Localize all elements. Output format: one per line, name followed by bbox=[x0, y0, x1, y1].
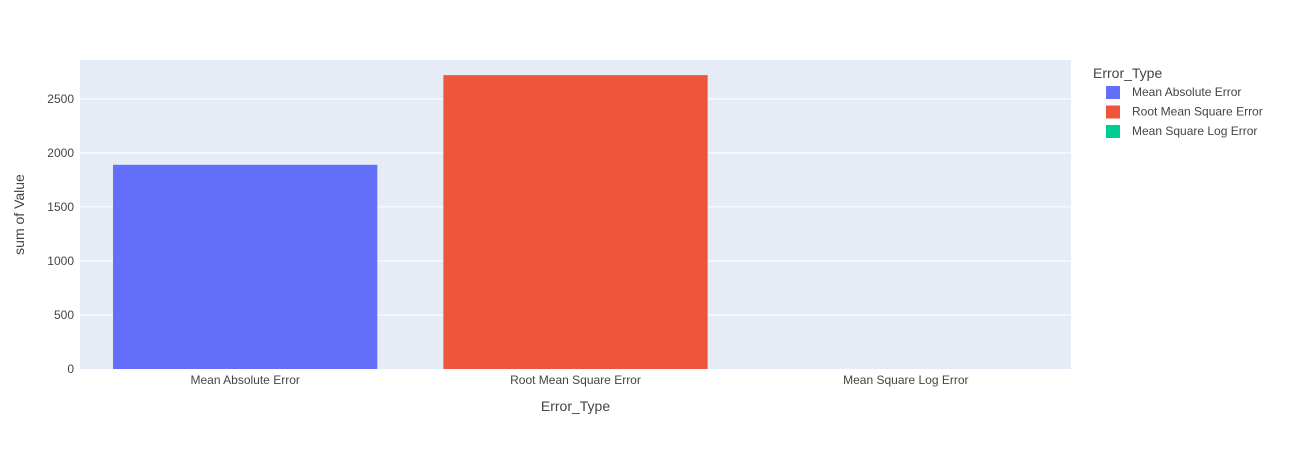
legend-swatch[interactable] bbox=[1106, 106, 1120, 119]
bar[interactable] bbox=[113, 165, 377, 369]
legend: Error_Type Mean Absolute Error Root Mean … bbox=[1093, 65, 1263, 138]
legend-item-label[interactable]: Mean Absolute Error bbox=[1132, 85, 1241, 99]
legend-title: Error_Type bbox=[1093, 65, 1162, 81]
y-tick-label: 0 bbox=[67, 362, 74, 376]
y-tick-label: 1500 bbox=[47, 200, 74, 214]
y-tick-label: 500 bbox=[54, 308, 74, 322]
x-tick-label: Mean Square Log Error bbox=[843, 373, 968, 387]
x-axis-title: Error_Type bbox=[541, 398, 610, 414]
legend-swatch[interactable] bbox=[1106, 86, 1120, 99]
y-axis-ticks: 0 500 1000 1500 2000 2500 bbox=[47, 92, 74, 376]
legend-item-label[interactable]: Root Mean Square Error bbox=[1132, 105, 1263, 119]
x-tick-label: Mean Absolute Error bbox=[190, 373, 299, 387]
x-axis-ticks: Mean Absolute Error Root Mean Square Erro… bbox=[190, 373, 968, 387]
y-tick-label: 1000 bbox=[47, 254, 74, 268]
x-tick-label: Root Mean Square Error bbox=[510, 373, 641, 387]
y-axis-title: sum of Value bbox=[11, 174, 27, 255]
y-tick-label: 2000 bbox=[47, 146, 74, 160]
legend-item-label[interactable]: Mean Square Log Error bbox=[1132, 124, 1257, 138]
bar[interactable] bbox=[443, 75, 707, 369]
legend-swatch[interactable] bbox=[1106, 125, 1120, 138]
y-tick-label: 2500 bbox=[47, 92, 74, 106]
